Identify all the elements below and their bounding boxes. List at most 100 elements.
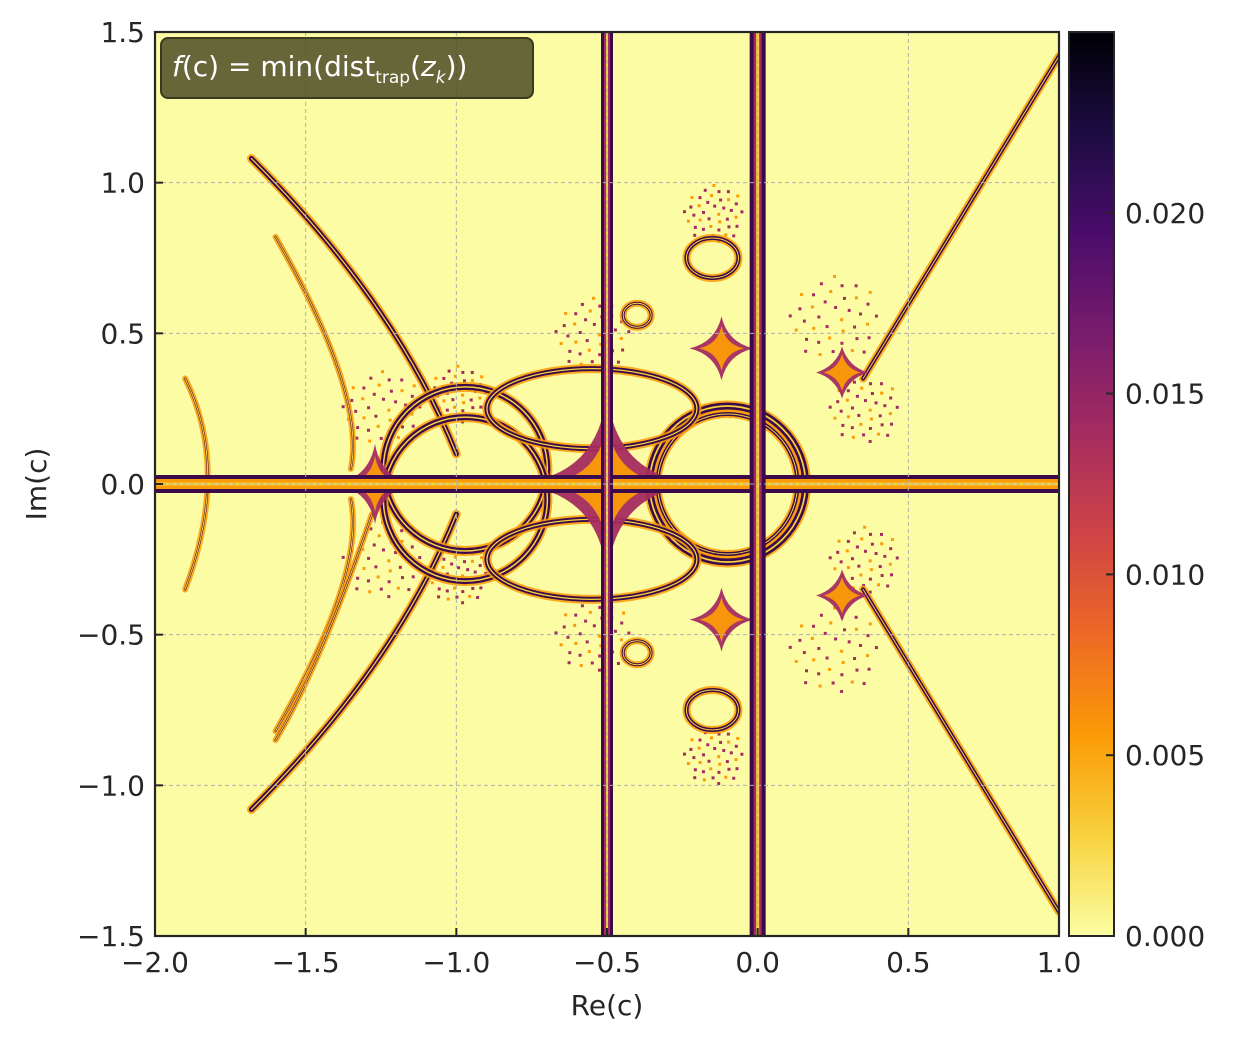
fractal-noise-dot — [829, 290, 833, 294]
fractal-noise-dot — [453, 374, 457, 378]
formula-open: ( — [410, 50, 421, 83]
fractal-noise-dot — [579, 664, 583, 668]
fractal-noise-dot — [567, 359, 571, 363]
fractal-noise-dot — [853, 657, 857, 661]
fractal-noise-dot — [387, 408, 391, 412]
fractal-noise-dot — [574, 340, 578, 344]
fractal-noise-dot — [480, 556, 484, 560]
fractal-noise-dot — [564, 613, 568, 617]
fractal-noise-dot — [854, 284, 858, 288]
colorbar-gradient — [1069, 32, 1114, 936]
fractal-noise-dot — [862, 682, 866, 686]
fractal-noise-dot — [839, 409, 843, 413]
fractal-noise-dot — [732, 776, 736, 780]
fractal-noise-dot — [598, 353, 602, 357]
fractal-band-highlight — [486, 518, 698, 600]
fractal-noise-dot — [810, 305, 814, 309]
fractal-noise-dot — [880, 423, 884, 427]
fractal-noise-dot — [372, 392, 376, 396]
fractal-noise-dot — [461, 409, 465, 413]
fractal-noise-dot — [381, 397, 385, 401]
fractal-noise-dot — [473, 570, 477, 574]
fractal-noise-dot — [829, 621, 833, 625]
fractal-noise-dot — [717, 755, 721, 759]
fractal-noise-dot — [437, 595, 441, 599]
fractal-noise-dot — [470, 370, 474, 374]
fractal-noise-dot — [859, 422, 863, 426]
fractal-noise-dot — [407, 588, 411, 592]
fractal-noise-dot — [855, 337, 859, 341]
y-tick-label: −1.0 — [77, 769, 145, 802]
fractal-noise-dot — [592, 322, 596, 326]
fractal-noise-dot — [559, 643, 563, 647]
fractal-noise-dot — [855, 668, 859, 672]
fractal-noise-dot — [890, 538, 894, 542]
fractal-noise-dot — [800, 293, 804, 297]
fractal-noise-dot — [734, 202, 738, 206]
fractal-band-highlight — [685, 237, 739, 279]
fractal-noise-dot — [863, 399, 867, 403]
fractal-noise-dot — [702, 753, 706, 757]
fractal-star-core — [823, 354, 861, 391]
x-tick-label: −1.0 — [422, 946, 490, 979]
fractal-noise-dot — [619, 638, 623, 642]
fractal-noise-dot — [462, 560, 466, 564]
fractal-noise-dot — [854, 627, 858, 631]
fractal-noise-dot — [717, 770, 721, 774]
fractal-noise-dot — [717, 782, 721, 786]
fractal-noise-dot — [468, 594, 472, 598]
fractal-noise-dot — [356, 576, 360, 580]
fractal-noise-dot — [469, 398, 473, 402]
fractal-noise-dot — [568, 349, 572, 353]
fractal-noise-dot — [800, 624, 804, 628]
fractal-noise-dot — [394, 400, 398, 404]
fractal-noise-dot — [374, 565, 378, 569]
fractal-noise-dot — [613, 629, 617, 633]
fractal-noise-dot — [597, 634, 601, 638]
fractal-noise-dot — [876, 583, 880, 587]
fractal-noise-dot — [889, 396, 893, 400]
fractal-noise-dot — [341, 405, 345, 409]
fractal-noise-dot — [722, 748, 726, 752]
fractal-noise-dot — [828, 667, 832, 671]
fractal-noise-dot — [819, 613, 823, 617]
fractal-noise-dot — [698, 218, 702, 222]
fractal-noise-dot — [597, 668, 601, 672]
formula-annotation: f(c) = min(disttrap(zk)) — [160, 37, 534, 99]
fractal-star-core — [699, 326, 744, 371]
fractal-noise-dot — [846, 389, 850, 393]
fractal-noise-dot — [620, 621, 624, 625]
fractal-noise-dot — [852, 531, 856, 535]
fractal-noise-dot — [457, 566, 461, 570]
fractal-noise-dot — [888, 562, 892, 566]
y-tick-label: −1.5 — [77, 920, 145, 953]
fractal-noise-dot — [479, 405, 483, 409]
fractal-noise-dot — [855, 394, 859, 398]
fractal-band-highlight — [622, 640, 652, 666]
fractal-noise-dot — [889, 547, 893, 551]
fractal-noise-dot — [895, 405, 899, 409]
fractal-noise-dot — [590, 360, 594, 364]
fractal-noise-dot — [874, 646, 878, 650]
fractal-noise-dot — [857, 413, 861, 417]
fractal-noise-dot — [842, 628, 846, 632]
fractal-band-highlight — [685, 689, 739, 731]
fractal-noise-dot — [880, 542, 884, 546]
fractal-band-highlight — [382, 386, 549, 552]
fractal-noise-dot — [389, 389, 393, 393]
fractal-noise-dot — [442, 399, 446, 403]
fractal-noise-dot — [578, 331, 582, 335]
fractal-noise-dot — [471, 586, 475, 590]
fractal-noise-dot — [734, 215, 738, 219]
fractal-noise-dot — [886, 433, 890, 437]
fractal-noise-dot — [867, 667, 871, 671]
fractal-noise-dot — [574, 312, 578, 316]
fractal-noise-dot — [445, 408, 449, 412]
fractal-noise-dot — [812, 624, 816, 628]
fractal-band-highlight — [862, 55, 1059, 380]
fractal-noise-dot — [619, 337, 623, 341]
fractal-noise-dot — [834, 305, 838, 309]
fractal-noise-dot — [850, 557, 854, 561]
fractal-noise-dot — [461, 590, 465, 594]
fractal-noise-dot — [804, 681, 808, 685]
